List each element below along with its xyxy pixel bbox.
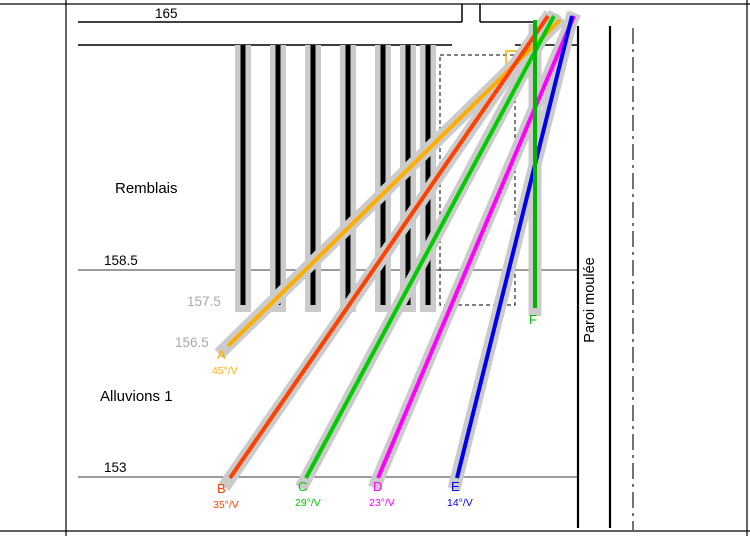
elevation-label-165: 165 xyxy=(155,6,178,21)
layer-label-alluvions: Alluvions 1 xyxy=(100,388,173,405)
anchor-angle-c: 29°/V xyxy=(295,497,321,509)
anchor-label-d: D xyxy=(373,479,382,494)
anchor-label-e: E xyxy=(451,479,460,494)
anchor-label-f: F xyxy=(529,312,537,327)
anchor-line-d xyxy=(376,15,576,479)
elevation-label-1585: 158.5 xyxy=(104,253,138,268)
anchor-line-e xyxy=(455,15,574,479)
elevation-label-153: 153 xyxy=(104,460,127,475)
layer-label-remblais: Remblais xyxy=(115,180,178,197)
anchor-angle-b: 35°/V xyxy=(213,499,239,511)
wall-label: Paroi moulée xyxy=(582,257,598,342)
anchor-angle-e: 14°/V xyxy=(447,497,473,509)
anchor-line-a xyxy=(226,18,562,348)
anchor-line-b xyxy=(228,14,550,480)
anchor-angle-a: 45°/V xyxy=(212,365,238,377)
elevation-label-1575: 157.5 xyxy=(187,294,221,309)
elevation-label-1565: 156.5 xyxy=(175,335,209,350)
anchor-lines xyxy=(226,14,576,480)
anchor-label-c: C xyxy=(298,479,307,494)
anchor-label-b: B xyxy=(217,481,226,496)
diaphragm-wall xyxy=(576,26,634,530)
anchor-label-a: A xyxy=(217,347,226,362)
anchor-line-c xyxy=(304,15,556,479)
anchor-angle-d: 23°/V xyxy=(369,497,395,509)
labels: 165 Remblais 158.5 157.5 156.5 Alluvions… xyxy=(100,6,598,511)
